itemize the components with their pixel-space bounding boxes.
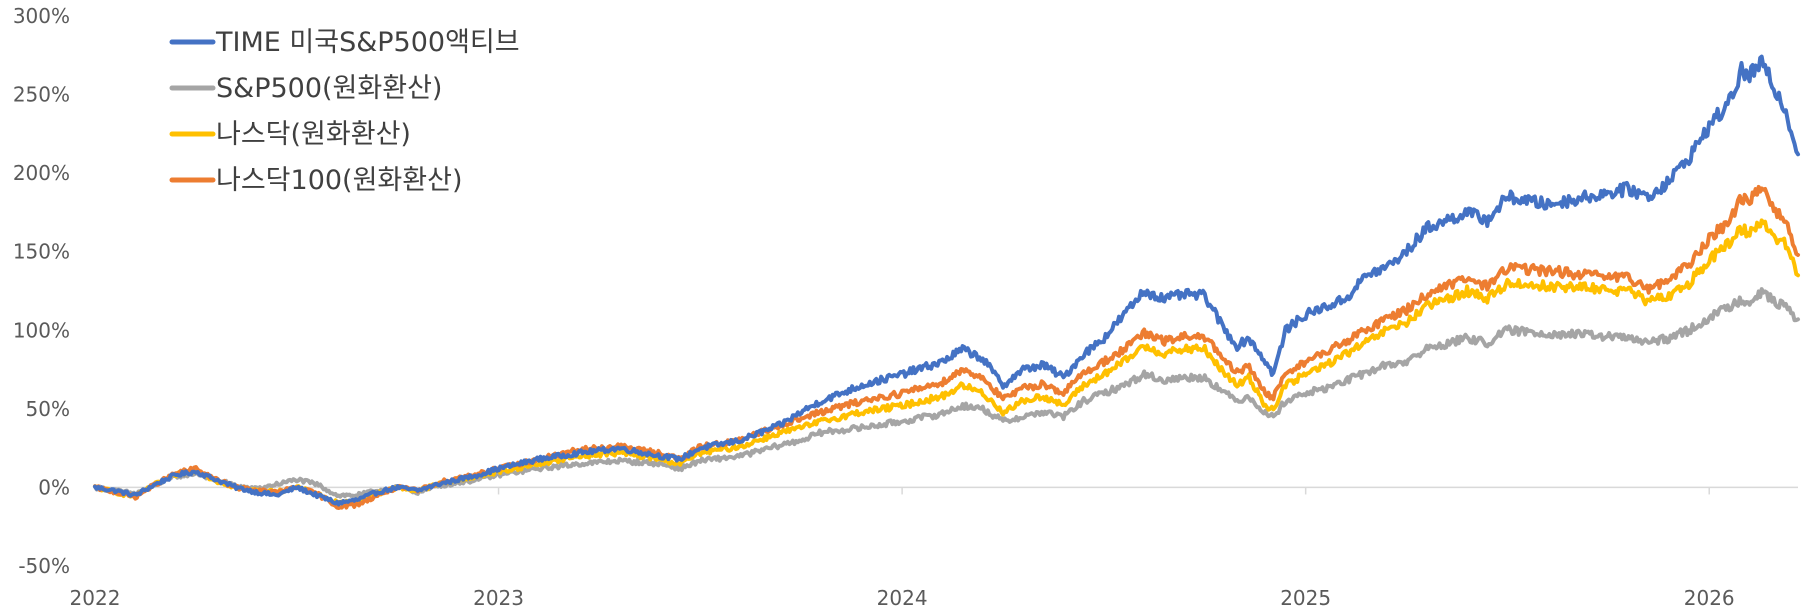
y-tick-label: 100% — [13, 318, 70, 342]
series-lines — [93, 54, 1800, 510]
x-tick-label: 2026 — [1684, 586, 1735, 609]
x-tick-label: 2022 — [70, 586, 121, 609]
y-tick-label: 150% — [13, 240, 70, 264]
x-tick-label: 2023 — [473, 586, 524, 609]
series-line-3 — [93, 184, 1800, 510]
legend-label: S&P500(원화환산) — [216, 73, 442, 104]
y-tick-label: 200% — [13, 161, 70, 185]
y-tick-label: 250% — [13, 83, 70, 107]
legend-label: TIME 미국S&P500액티브 — [215, 27, 520, 58]
series-line-0 — [93, 54, 1800, 507]
x-tick-label: 2025 — [1280, 586, 1331, 609]
legend-label: 나스닥100(원화환산) — [216, 165, 462, 196]
legend-label: 나스닥(원화환산) — [216, 119, 411, 150]
x-tick-label: 2024 — [877, 586, 928, 609]
y-tick-label: 50% — [26, 397, 70, 421]
y-tick-label: 0% — [38, 475, 70, 499]
y-tick-label: -50% — [18, 554, 70, 578]
legend: TIME 미국S&P500액티브 S&P500(원화환산) 나스닥(원화환산) 나스닥… — [169, 27, 520, 196]
axes: -50% 0% 50% 100% 150% 200% 250% 300% 2022 2023 202… — [13, 4, 1798, 609]
y-tick-label: 300% — [13, 4, 70, 28]
